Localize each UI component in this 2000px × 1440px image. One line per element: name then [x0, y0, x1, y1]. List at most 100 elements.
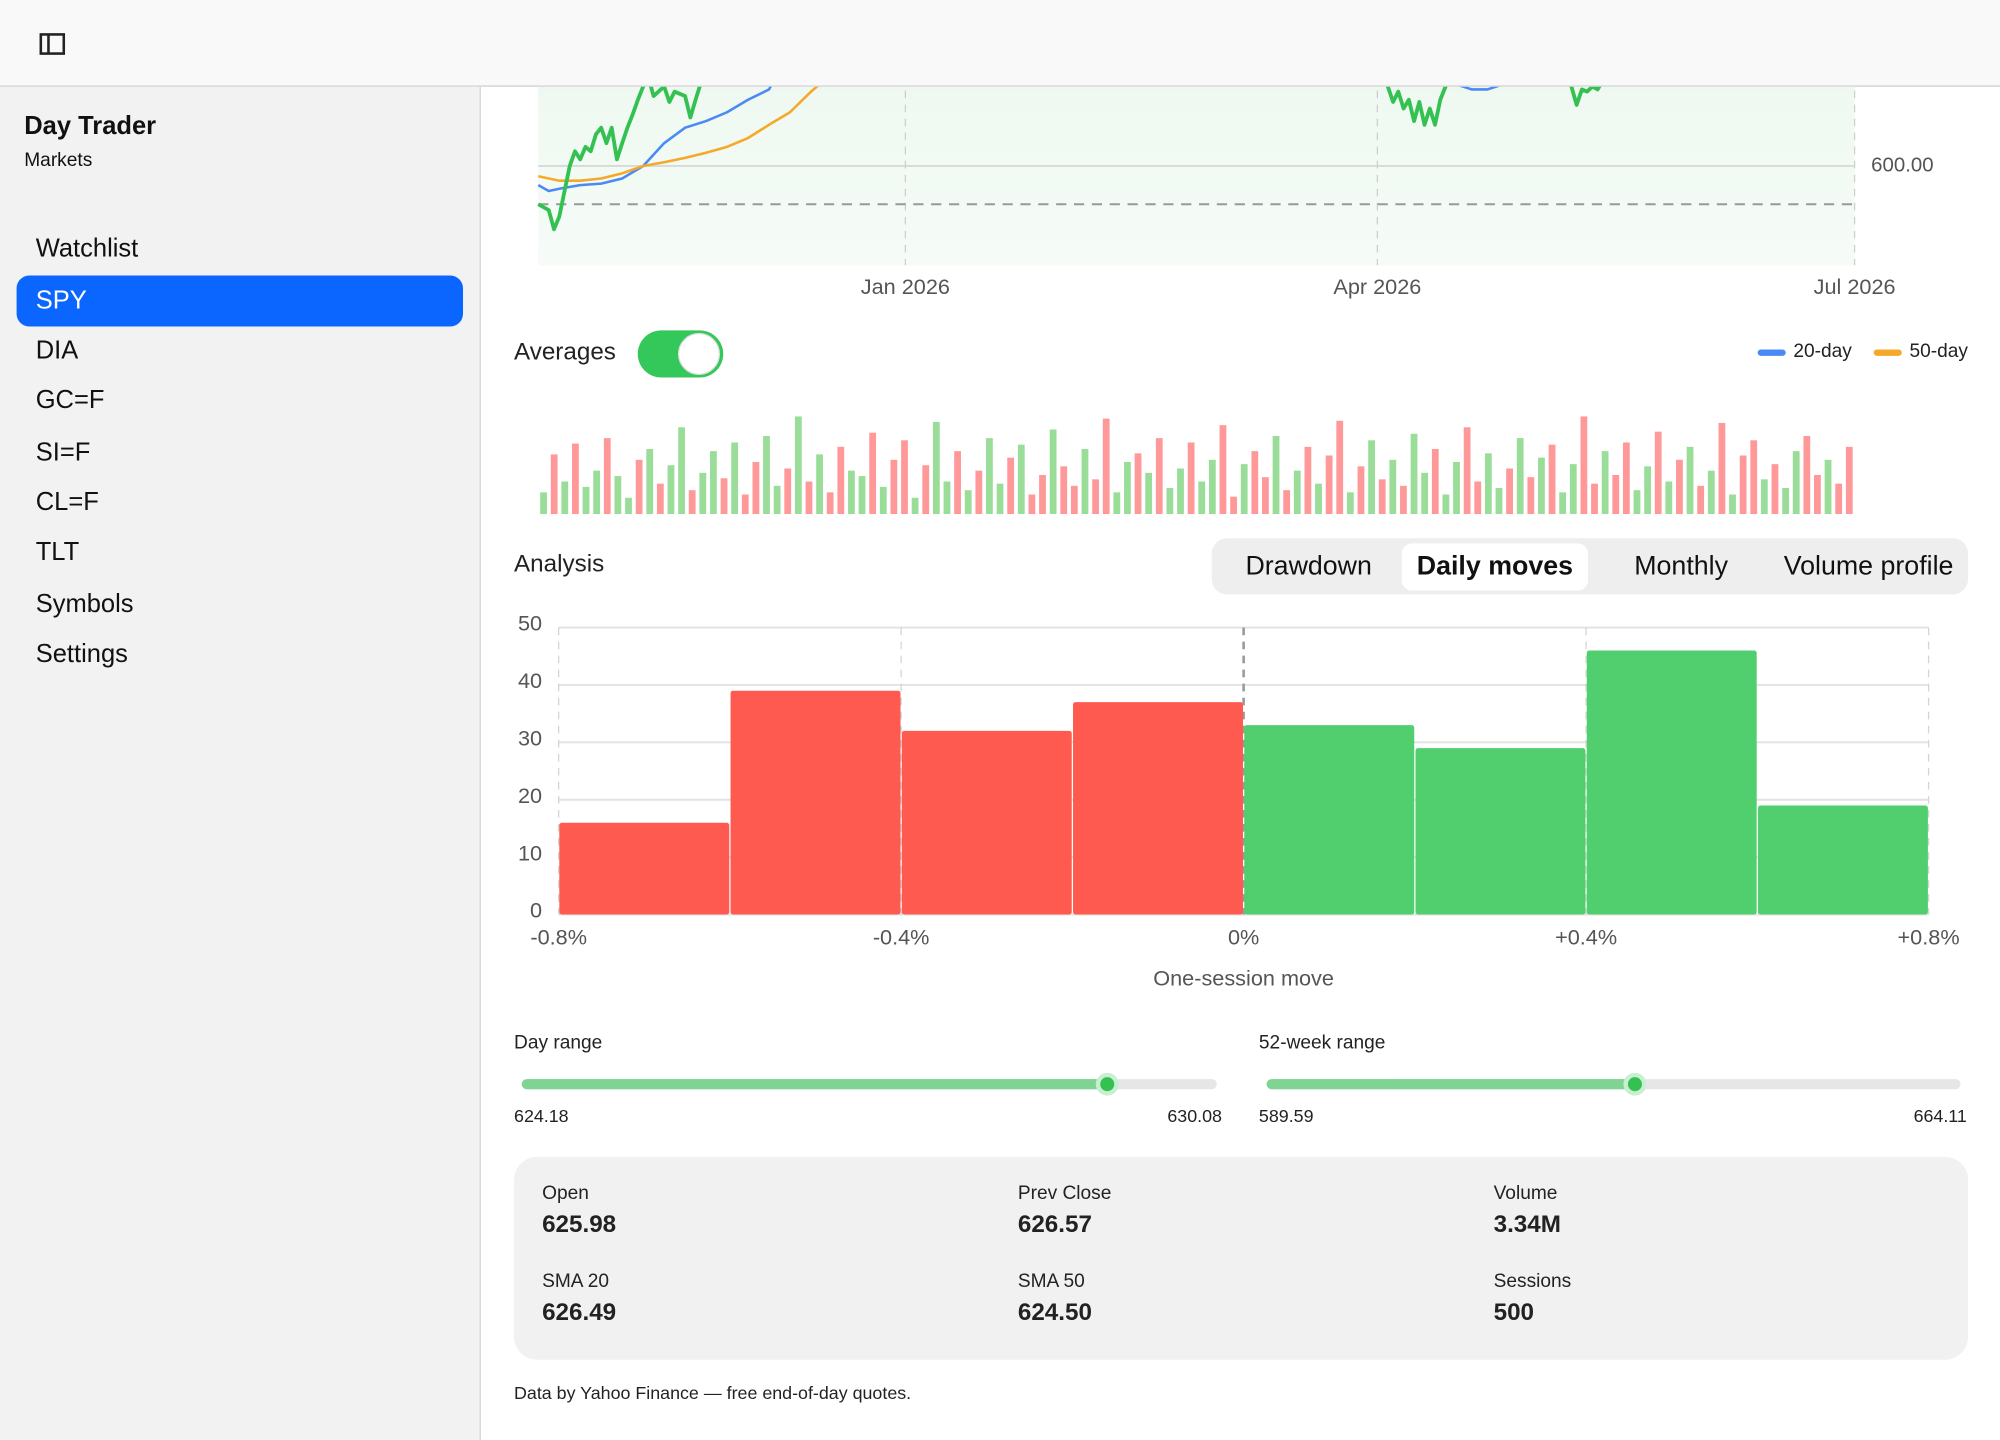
volume-bar	[1760, 479, 1768, 515]
volume-bar	[1315, 483, 1322, 515]
legend-label: 50-day	[1909, 341, 1968, 362]
volume-bar	[1293, 470, 1301, 515]
tab[interactable]: Volume profile	[1784, 551, 1954, 581]
volume-bar	[1442, 494, 1450, 515]
nav-item[interactable]: Watchlist	[35, 234, 139, 263]
y-tick-label: 600.00	[1871, 154, 1933, 176]
x-axis-label: One-session move	[1153, 965, 1334, 990]
tab[interactable]: Monthly	[1634, 551, 1728, 581]
volume-bar	[1325, 455, 1333, 515]
top-bar	[0, 0, 2000, 87]
volume-bar	[1177, 468, 1184, 515]
price-area	[538, 86, 1855, 266]
volume-bar	[1124, 461, 1131, 515]
tab[interactable]: Drawdown	[1245, 551, 1371, 581]
volume-bar	[1484, 453, 1492, 515]
volume-bar	[1410, 433, 1418, 515]
volume-bar	[1591, 483, 1598, 515]
volume-bar	[826, 492, 834, 515]
y-tick-label: 30	[518, 726, 542, 751]
histogram-bar	[1415, 748, 1586, 915]
histogram-bar	[1244, 725, 1415, 915]
stat-label: Volume	[1494, 1183, 1558, 1204]
volume-bar	[1506, 468, 1513, 515]
volume-bar	[614, 476, 622, 515]
tab-active	[1401, 543, 1589, 591]
stat-value: 625.98	[542, 1211, 616, 1238]
stat-label: Sessions	[1494, 1271, 1572, 1292]
volume-bar	[1134, 453, 1142, 515]
nav-item[interactable]: SPY	[16, 275, 464, 327]
volume-bar	[1654, 431, 1662, 515]
volume-bar	[731, 442, 739, 515]
volume-bar	[635, 459, 643, 515]
range-label: 52-week range	[1259, 1032, 1386, 1053]
volume-bar	[784, 468, 792, 515]
volume-bar	[1601, 451, 1609, 515]
nav-item[interactable]: Settings	[35, 640, 128, 669]
volume-bar	[1208, 459, 1216, 515]
volume-bar	[1474, 481, 1482, 515]
volume-bar	[911, 497, 919, 515]
volume-bar	[550, 454, 558, 515]
volume-bar	[741, 494, 749, 515]
stat-value: 626.57	[1018, 1211, 1092, 1238]
histogram-bar	[559, 822, 730, 915]
nav-item[interactable]: SI=F	[35, 438, 91, 467]
price-line	[537, 86, 1602, 232]
volume-bar	[1017, 444, 1025, 515]
nav-item[interactable]: DIA	[35, 336, 79, 365]
x-tick-label: Jul 2026	[1814, 274, 1896, 299]
volume-bar	[1145, 472, 1153, 515]
volume-bar	[1707, 470, 1715, 515]
volume-bar	[901, 440, 908, 515]
volume-bar	[1771, 464, 1779, 515]
volume-bar	[975, 470, 983, 515]
section-title: Analysis	[514, 550, 604, 577]
volume-bar	[1580, 416, 1588, 515]
volume-bar	[1697, 485, 1705, 515]
volume-bar	[1718, 422, 1726, 515]
volume-bar	[1729, 494, 1736, 515]
volume-bar	[1495, 488, 1503, 515]
volume-bar	[1219, 425, 1227, 515]
volume-bar	[964, 490, 972, 515]
volume-bar	[1060, 466, 1068, 515]
range-marker	[1627, 1077, 1642, 1092]
sidebar-toggle[interactable]	[37, 29, 68, 60]
volume-bar	[720, 478, 728, 515]
volume-bar	[1527, 477, 1535, 515]
nav-item[interactable]: Symbols	[35, 590, 134, 619]
nav-item[interactable]: TLT	[35, 538, 80, 567]
volume-bar	[1389, 459, 1397, 515]
range-label: Day range	[514, 1032, 602, 1053]
volume-bar	[1039, 474, 1046, 515]
main-content: 600.00 Jan 2026 Apr 2026 Jul 2026 20-day 50-d…	[514, 86, 1968, 1403]
y-tick-label: 50	[518, 611, 542, 636]
volume-bar	[1845, 446, 1853, 515]
range-fill	[521, 1079, 1108, 1090]
volume-bar	[593, 470, 601, 515]
price-line	[538, 86, 819, 182]
volume-bar	[816, 454, 823, 515]
volume-bar	[1676, 459, 1683, 515]
volume-bar	[1516, 438, 1524, 515]
volume-bar	[1548, 444, 1556, 515]
x-tick-label: +0.4%	[1555, 925, 1617, 950]
volume-bar	[1346, 492, 1354, 515]
volume-bar	[805, 481, 813, 515]
x-tick-label: Jan 2026	[861, 274, 950, 299]
volume-bar	[1378, 479, 1386, 515]
volume-bar	[1102, 418, 1110, 515]
tab[interactable]: Daily moves	[1417, 551, 1573, 581]
footer: Data by Yahoo Finance — free end-of-day …	[514, 1383, 911, 1403]
volume-bar	[1336, 420, 1344, 515]
volume-bar	[710, 451, 717, 515]
toggle-label: Averages	[514, 339, 616, 366]
nav-item[interactable]: GC=F	[35, 386, 105, 415]
nav-item[interactable]: CL=F	[35, 488, 99, 517]
legend-label: 20-day	[1793, 341, 1852, 362]
volume-bar	[869, 432, 877, 515]
volume-bar	[1198, 481, 1206, 515]
